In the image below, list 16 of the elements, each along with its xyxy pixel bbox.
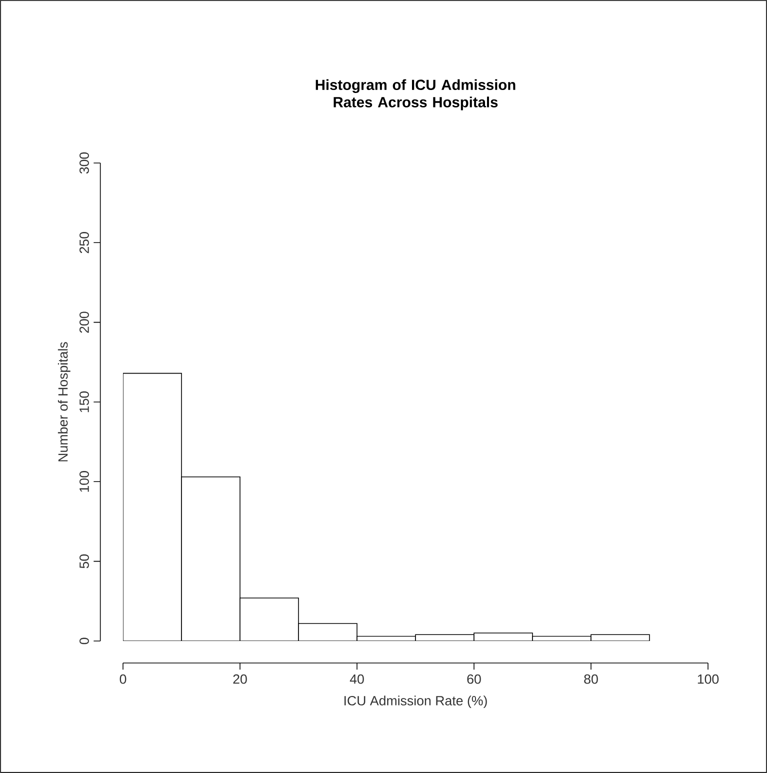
x-tick-label: 20 [233, 674, 247, 684]
x-tick-label: 40 [350, 674, 364, 684]
y-tick-label: 200 [80, 312, 89, 333]
y-tick-label: 100 [80, 471, 89, 492]
y-tick-label: 250 [80, 232, 89, 254]
x-tick-label: 80 [584, 674, 598, 684]
x-tick-label: 0 [120, 674, 126, 684]
y-axis-title: Number of Hospitals [58, 342, 70, 462]
x-axis-title: ICU Admission Rate (%) [344, 696, 487, 708]
x-tick-label: 60 [467, 674, 481, 684]
y-tick-label: 50 [80, 554, 89, 568]
y-tick-label: 150 [80, 391, 89, 412]
y-tick-label: 300 [80, 152, 89, 174]
x-tick-label: 100 [698, 674, 719, 684]
y-tick-label: 0 [80, 638, 89, 644]
chart-title: Histogram of ICU Admission Rates Across Hospitals [316, 79, 516, 110]
